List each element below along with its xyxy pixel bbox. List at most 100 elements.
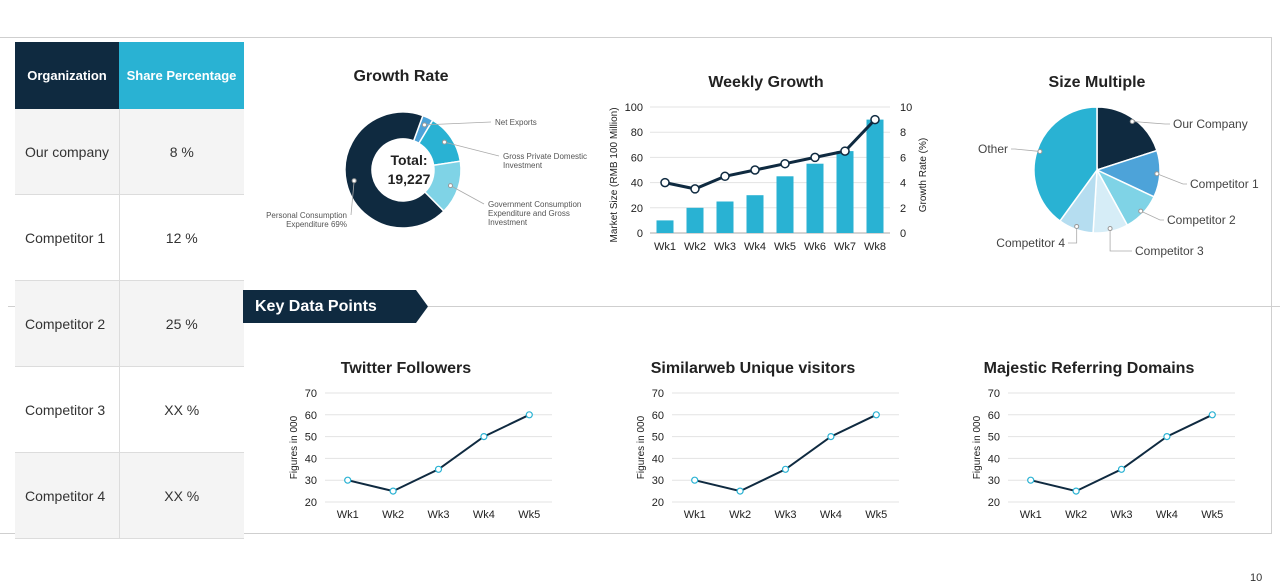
x-tick-label: Wk5 — [774, 241, 796, 253]
bar — [746, 195, 764, 233]
pie-slice-label: Competitor 1 — [1190, 177, 1259, 191]
org-cell: Competitor 2 — [15, 280, 120, 367]
pie-slice-label: Competitor 2 — [1167, 213, 1236, 227]
donut-leader-dot — [447, 183, 453, 189]
growth-rate-point — [870, 114, 880, 125]
pie-leader-line — [1068, 226, 1078, 244]
twitter-followers-chart: Twitter Followers 20 30 40 50 60 70 Wk1 Wk2 Wk3 Wk… — [289, 360, 552, 521]
y-tick-label: 60 — [305, 410, 317, 422]
pie-slice-label: Competitor 3 — [1135, 244, 1204, 258]
data-point — [827, 432, 835, 441]
data-point — [434, 465, 443, 473]
donut-leader-line — [350, 180, 355, 216]
weekly-growth-chart: Weekly Growth 0 20 40 60 80 100 0 2 4 6 8 10 Wk1 Wk2 Wk… — [609, 74, 929, 253]
y-tick-label: 20 — [631, 203, 643, 215]
y-tick-label: 20 — [988, 497, 1000, 509]
donut-slice-label: Net Exports — [495, 118, 537, 127]
y-tick-label: 0 — [637, 228, 643, 240]
donut-leader-dot — [351, 178, 357, 184]
donut-center-value: 19,227 — [388, 171, 431, 187]
x-tick-label: Wk4 — [820, 509, 842, 521]
growth-rate-line — [664, 118, 877, 191]
x-tick-label: Wk1 — [684, 509, 706, 521]
org-cell: Competitor 3 — [15, 366, 120, 453]
table-header-row: Organization Share Percentage — [15, 42, 244, 109]
y-axis-label: Figures in 000 — [289, 415, 300, 479]
pie-slice — [1096, 106, 1158, 172]
data-point — [1208, 411, 1216, 419]
x-tick-label: Wk2 — [729, 509, 751, 521]
y-tick-label: 80 — [631, 127, 643, 139]
y-tick-label: 40 — [631, 178, 643, 190]
page-number: 10 — [1250, 572, 1263, 584]
bar — [716, 201, 734, 233]
share-cell: XX % — [119, 452, 244, 539]
share-table: Organization Share Percentage Our compan… — [15, 42, 244, 539]
pie-leader-line — [1109, 228, 1132, 252]
table-row: Competitor 2 25 % — [15, 280, 244, 367]
y2-axis-label: Growth Rate (%) — [918, 138, 929, 212]
pie-leader-dot — [1074, 223, 1080, 229]
x-tick-label: Wk2 — [684, 241, 706, 253]
y-tick-label: 50 — [988, 432, 1000, 444]
pie-leader-dot — [1154, 171, 1160, 177]
pie-leader-dot — [1037, 148, 1043, 154]
donut-slice-label: Government Consumption Expenditure and Gr… — [488, 200, 581, 227]
y-tick-label: 60 — [652, 410, 664, 422]
x-tick-label: Wk8 — [864, 241, 886, 253]
data-point — [1163, 432, 1171, 441]
growth-rate-point — [840, 146, 850, 156]
y2-tick-label: 4 — [900, 178, 906, 190]
y-tick-label: 100 — [625, 102, 643, 114]
x-tick-label: Wk5 — [865, 509, 887, 521]
top-divider — [0, 37, 1272, 38]
chart-title: Majestic Referring Domains — [984, 360, 1195, 377]
data-point — [1027, 476, 1035, 484]
chart-title: Twitter Followers — [341, 360, 471, 377]
donut-leader-line — [444, 141, 500, 157]
x-tick-label: Wk1 — [654, 241, 676, 253]
series-line — [694, 413, 877, 493]
y-axis-label: Figures in 000 — [636, 415, 647, 479]
donut-slice — [344, 111, 445, 229]
x-tick-label: Wk3 — [714, 241, 736, 253]
data-point — [344, 476, 352, 484]
share-cell: XX % — [119, 366, 244, 453]
y-tick-label: 30 — [988, 475, 1000, 487]
share-cell: 25 % — [119, 280, 244, 367]
y-tick-label: 60 — [988, 410, 1000, 422]
pie-leader-dot — [1138, 208, 1144, 214]
chart-title: Size Multiple — [1049, 74, 1146, 91]
pie-slice-label: Competitor 4 — [996, 236, 1065, 250]
growth-rate-point — [660, 177, 670, 188]
series-line — [1030, 413, 1213, 493]
bar — [836, 151, 854, 233]
x-tick-label: Wk4 — [744, 241, 766, 253]
y-tick-label: 40 — [988, 453, 1000, 465]
key-data-points-banner — [243, 290, 428, 323]
pie-leader-line — [1011, 148, 1040, 152]
donut-leader-dot — [421, 122, 427, 128]
pie-leader-line — [1156, 173, 1187, 185]
x-tick-label: Wk2 — [1065, 509, 1087, 521]
x-tick-label: Wk3 — [775, 509, 797, 521]
banner-label: Key Data Points — [255, 298, 377, 315]
x-tick-label: Wk1 — [337, 509, 359, 521]
pie-leader-line — [1132, 121, 1170, 125]
y-tick-label: 30 — [305, 475, 317, 487]
donut-slice-label: Personal Consumption Expenditure 69% — [266, 211, 347, 229]
org-cell: Our company — [15, 109, 120, 195]
x-tick-label: Wk5 — [1201, 509, 1223, 521]
y-tick-label: 40 — [652, 453, 664, 465]
x-tick-label: Wk2 — [382, 509, 404, 521]
table-row: Competitor 4 XX % — [15, 452, 244, 539]
org-cell: Competitor 4 — [15, 452, 120, 539]
growth-rate-point — [720, 171, 730, 182]
y-tick-label: 50 — [652, 432, 664, 444]
y-tick-label: 40 — [305, 453, 317, 465]
y2-tick-label: 10 — [900, 102, 912, 114]
y-tick-label: 60 — [631, 152, 643, 164]
table-row: Our company 8 % — [15, 109, 244, 195]
data-point — [389, 487, 397, 495]
middle-divider-left — [8, 306, 15, 307]
